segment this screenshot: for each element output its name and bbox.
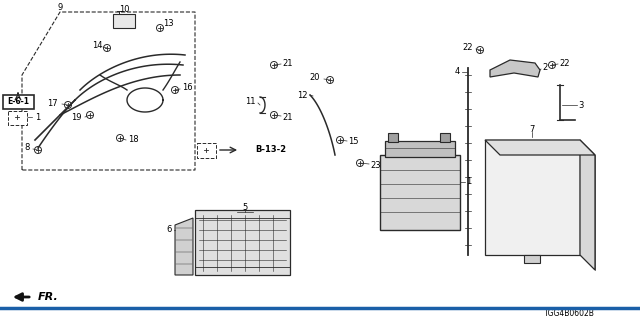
Text: 10: 10 [119,5,129,14]
Text: 2: 2 [542,63,547,73]
Text: 3: 3 [578,100,584,109]
Text: 18: 18 [128,135,139,145]
Text: 7: 7 [529,125,534,134]
Text: 12: 12 [298,91,308,100]
Polygon shape [580,140,595,270]
Bar [388,133,398,142]
Bar [385,141,455,157]
Text: E-6-1: E-6-1 [7,97,29,106]
Bar [113,14,135,28]
Text: 1: 1 [35,113,40,122]
Text: 23: 23 [370,161,381,170]
Text: 16: 16 [182,84,193,92]
Polygon shape [175,218,193,275]
Text: 21: 21 [282,59,292,68]
Polygon shape [490,60,540,77]
Bar [440,133,450,142]
Text: 6: 6 [166,226,172,235]
FancyBboxPatch shape [8,110,26,124]
Bar [485,140,580,255]
Bar [380,155,460,230]
Text: 22: 22 [463,44,473,52]
Text: 19: 19 [72,114,82,123]
Text: TGG4B0602B: TGG4B0602B [544,308,595,317]
Polygon shape [485,140,595,155]
Text: 9: 9 [58,4,63,12]
Text: 14: 14 [92,42,102,51]
FancyBboxPatch shape [3,94,33,108]
Text: 13: 13 [163,20,173,28]
Text: 11: 11 [246,98,256,107]
FancyBboxPatch shape [196,142,216,157]
Bar [524,255,540,263]
Text: 22: 22 [559,59,570,68]
Text: B-13-2: B-13-2 [255,146,286,155]
Text: 4: 4 [455,68,460,76]
Text: 20: 20 [310,74,320,83]
Text: 5: 5 [243,203,248,212]
Text: 15: 15 [348,138,358,147]
Text: 21: 21 [282,113,292,122]
Text: 17: 17 [47,99,58,108]
Bar [195,210,290,275]
Text: 8: 8 [24,143,30,153]
Text: FR.: FR. [38,292,59,302]
Text: 1: 1 [466,178,471,187]
